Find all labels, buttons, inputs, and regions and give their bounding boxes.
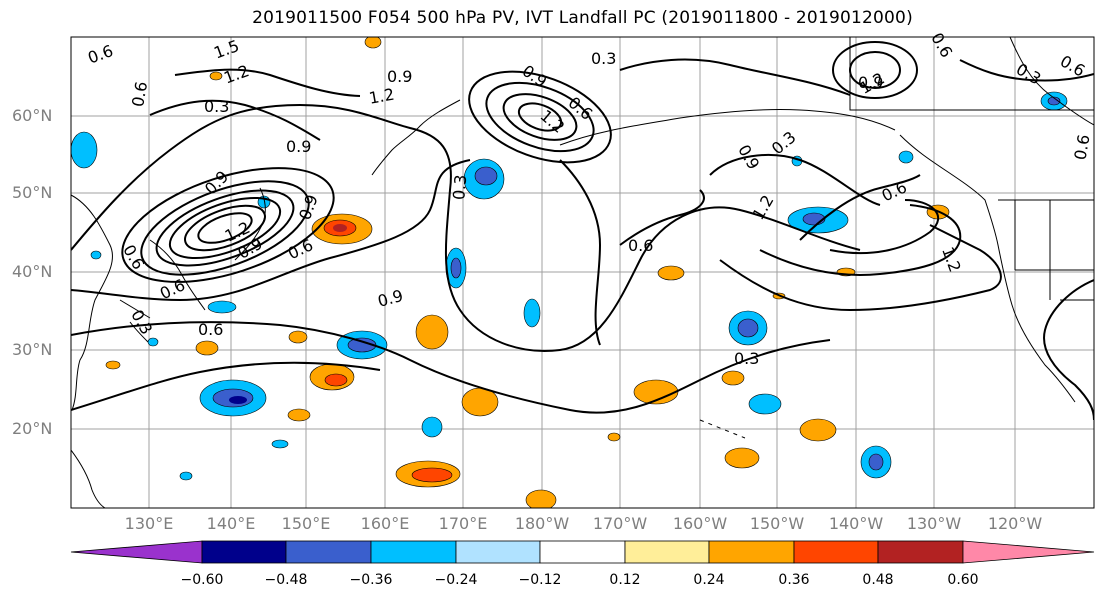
contour-label: 0.6 xyxy=(198,320,223,339)
ivt-anomaly-fills xyxy=(71,37,1068,508)
contour-label: 0.6 xyxy=(628,236,653,255)
lon-label: 170°E xyxy=(438,514,488,533)
contour-label: 0.3 xyxy=(204,97,229,116)
contour-label: 0.9 xyxy=(858,73,883,92)
colorbar-segment xyxy=(370,540,457,564)
colorbar-segment xyxy=(624,540,710,564)
colorbar-segment xyxy=(539,540,626,564)
colorbar-segment xyxy=(455,540,541,564)
lon-label: 150°W xyxy=(749,514,805,533)
graticule xyxy=(71,37,1094,508)
contour-label: 0.9 xyxy=(286,137,311,156)
coastlines xyxy=(71,37,1094,508)
colorbar-segment xyxy=(201,540,287,564)
lat-label: 20°N xyxy=(12,419,53,438)
colorbar-tick-label: 0.48 xyxy=(862,572,894,588)
map-border xyxy=(70,36,1095,509)
colorbar-tick-label: −0.48 xyxy=(264,572,308,588)
colorbar-extend-min xyxy=(70,540,203,564)
colorbar-tick-label: −0.36 xyxy=(349,572,393,588)
colorbar xyxy=(70,540,1095,564)
contour-label: 0.9 xyxy=(387,67,412,86)
lon-label: 130°E xyxy=(124,514,174,533)
lat-label: 30°N xyxy=(12,340,53,359)
contour-label: 0.6 xyxy=(1070,133,1093,161)
lon-label: 120°W xyxy=(987,514,1043,533)
lon-label: 140°W xyxy=(828,514,884,533)
colorbar-tick-label: 0.60 xyxy=(947,572,979,588)
contour-label: 0.3 xyxy=(591,49,616,68)
colorbar-segment xyxy=(708,540,795,564)
lon-label: 180°W xyxy=(514,514,570,533)
lat-label: 40°N xyxy=(12,262,53,281)
pv-contours xyxy=(71,41,1094,421)
colorbar-tick-label: 0.24 xyxy=(693,572,725,588)
lon-label: 150°E xyxy=(281,514,331,533)
colorbar-tick-label: −0.24 xyxy=(434,572,478,588)
colorbar-tick-label: −0.12 xyxy=(518,572,562,588)
colorbar-tick-label: 0.36 xyxy=(778,572,810,588)
lon-label: 160°E xyxy=(360,514,410,533)
contour-label: 0.6 xyxy=(128,80,151,108)
lat-label: 60°N xyxy=(12,106,53,125)
contour-label: 0.3 xyxy=(734,349,759,368)
lon-label: 170°W xyxy=(592,514,648,533)
colorbar-segment xyxy=(877,540,964,564)
contour-label: 0.3 xyxy=(449,174,470,201)
lon-label: 130°W xyxy=(906,514,962,533)
colorbar-segment xyxy=(285,540,372,564)
lon-label: 160°W xyxy=(672,514,728,533)
colorbar-tick-label: 0.12 xyxy=(609,572,641,588)
colorbar-extend-max xyxy=(962,540,1095,564)
lat-label: 50°N xyxy=(12,183,53,202)
map-title: 2019011500 F054 500 hPa PV, IVT Landfall… xyxy=(252,8,913,28)
contour-label: 1.2 xyxy=(367,85,395,108)
lon-label: 140°E xyxy=(206,514,256,533)
colorbar-tick-label: −0.60 xyxy=(180,572,224,588)
colorbar-segment xyxy=(793,540,879,564)
